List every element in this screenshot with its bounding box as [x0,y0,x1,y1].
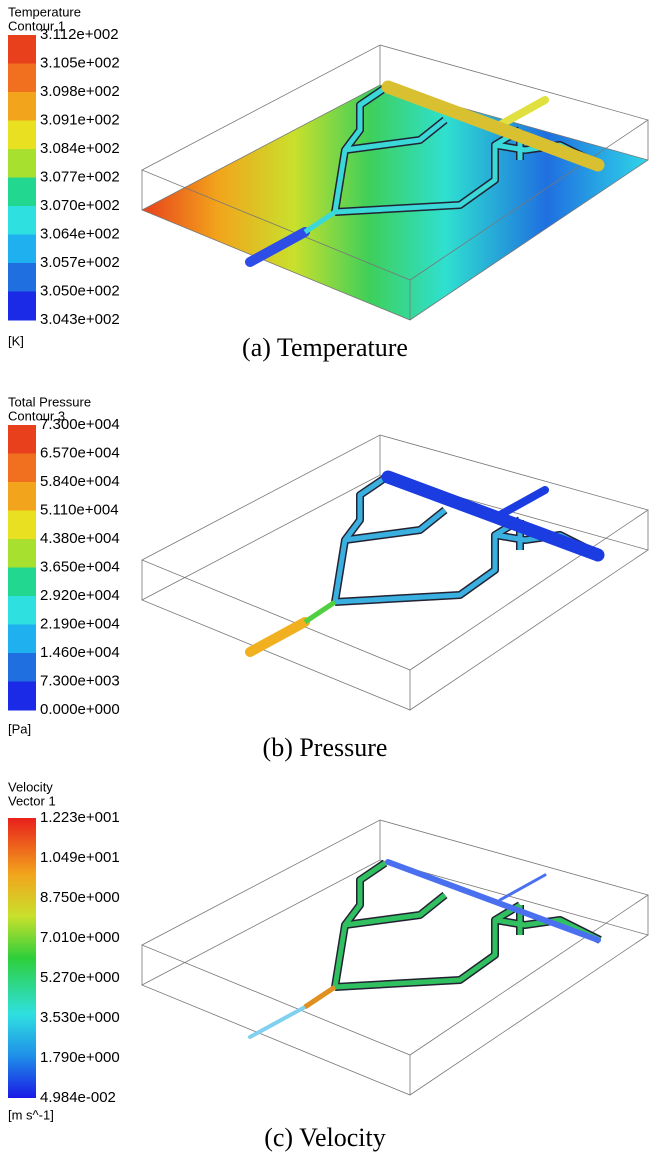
legend-level: 7.010e+000 [40,929,120,946]
colorbar-segment [8,596,36,625]
legend-level: 1.049e+001 [40,849,120,866]
legend-level: 3.084e+002 [40,140,120,157]
legend-title: Total Pressure [8,394,91,409]
inlet-pipe [250,622,305,652]
colorbar-segment [8,263,36,292]
plate [142,475,648,710]
legend-level: 3.105e+002 [40,54,120,71]
colorbar-segment [8,511,36,540]
colorbar-segment [8,482,36,511]
colorbar-segment [8,425,36,454]
legend-level: 3.650e+004 [40,558,120,575]
legend-level: 3.043e+002 [40,311,120,328]
plate [142,860,648,1095]
legend-level: 4.984e-002 [40,1089,116,1106]
colorbar-segment [8,625,36,654]
outlet-pipe [500,875,545,900]
legend-level: 7.300e+004 [40,416,120,433]
legend-level: 7.300e+003 [40,672,120,689]
outlet-pipe [500,490,545,515]
legend-level: 3.077e+002 [40,168,120,185]
legend-title: Temperature [8,4,81,19]
legend-level: 4.380e+004 [40,530,120,547]
pipe [335,520,520,602]
legend-subtitle: Vector 1 [8,793,56,808]
legend-level: 0.000e+000 [40,701,120,718]
legend-unit: [Pa] [8,721,31,736]
legend-level: 5.840e+004 [40,473,120,490]
figure: TemperatureContour 13.112e+0023.105e+002… [0,0,651,1165]
legend-level: 1.223e+001 [40,809,120,826]
stem-pipe [305,602,335,622]
legend-level: 1.460e+004 [40,644,120,661]
legend-level: 8.750e+000 [40,889,120,906]
colorbar-segment [8,235,36,264]
box-top [142,820,648,1055]
caption: (c) Velocity [264,1123,386,1152]
colorbar-segment [8,539,36,568]
stem-pipe [305,987,335,1007]
legend-unit: [K] [8,333,24,348]
legend-level: 3.112e+002 [40,26,119,43]
colorbar-segment [8,682,36,711]
colorbar-segment [8,149,36,178]
colorbar-segment [8,35,36,64]
legend-level: 5.110e+004 [40,501,119,518]
legend-level: 5.270e+000 [40,969,120,986]
colorbar-segment [8,92,36,121]
legend-level: 6.570e+004 [40,444,120,461]
caption: (b) Pressure [263,733,388,762]
colorbar-segment [8,206,36,235]
legend-level: 1.790e+000 [40,1049,120,1066]
legend-level: 2.190e+004 [40,615,120,632]
caption: (a) Temperature [242,333,408,362]
legend-title: Velocity [8,779,53,794]
colorbar-segment [8,121,36,150]
legend-level: 3.091e+002 [40,111,120,128]
legend-level: 3.530e+000 [40,1009,120,1026]
legend-level: 2.920e+004 [40,587,120,604]
colorbar-segment [8,653,36,682]
legend-level: 3.098e+002 [40,83,120,100]
box-top [142,435,648,670]
outlet-pipe [500,100,545,125]
colorbar-segment [8,292,36,321]
pipe [335,905,520,987]
plate [142,85,648,320]
legend-level: 3.064e+002 [40,225,120,242]
colorbar-segment [8,568,36,597]
colorbar-segment [8,454,36,483]
inlet-pipe [250,1007,305,1037]
colorbar-segment [8,178,36,207]
legend-level: 3.070e+002 [40,197,120,214]
colorbar [8,818,36,1098]
legend-unit: [m s^-1] [8,1107,54,1122]
legend-level: 3.050e+002 [40,282,120,299]
legend-level: 3.057e+002 [40,254,120,271]
colorbar-segment [8,64,36,93]
